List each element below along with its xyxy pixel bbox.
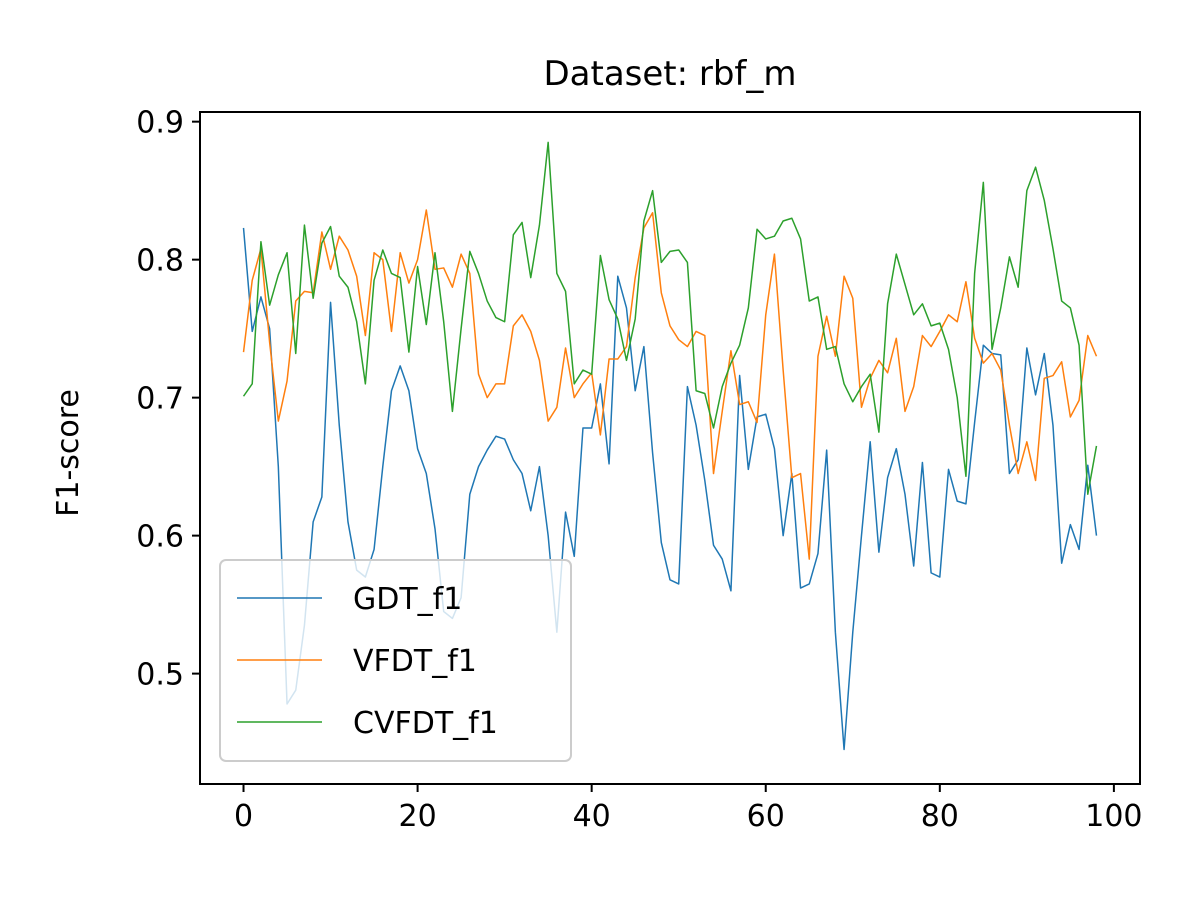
- legend: GDT_f1 VFDT_f1 CVFDT_f1: [219, 559, 572, 762]
- x-tick-label: 40: [573, 799, 611, 834]
- plot-area: [242, 141, 1098, 751]
- y-tick-label: 0.7: [136, 382, 184, 417]
- x-tick-label: 80: [921, 799, 959, 834]
- y-tick-label: 0.9: [136, 106, 184, 141]
- x-tick-label: 60: [747, 799, 785, 834]
- x-tick-label: 100: [1085, 799, 1142, 834]
- y-axis-label: F1-score: [51, 389, 86, 517]
- series-line-vfdt-f1: [242, 209, 1098, 560]
- y-tick-label: 0.6: [136, 520, 184, 555]
- chart-title: Dataset: rbf_m: [543, 54, 796, 94]
- legend-label: VFDT_f1: [353, 644, 477, 679]
- y-axis: 0.5 0.6 0.7 0.8 0.9: [136, 106, 200, 693]
- x-tick-label: 0: [234, 799, 253, 834]
- x-axis: 0 20 40 60 80 100: [234, 784, 1143, 834]
- series-line-gdt-f1: [242, 227, 1098, 751]
- series-line-cvfdt-f1: [242, 141, 1098, 495]
- legend-label: CVFDT_f1: [353, 706, 498, 741]
- y-tick-label: 0.5: [136, 658, 184, 693]
- y-tick-label: 0.8: [136, 244, 184, 279]
- legend-box: [219, 559, 572, 762]
- legend-label: GDT_f1: [353, 582, 462, 617]
- plot-frame: [199, 111, 1141, 785]
- x-tick-label: 20: [398, 799, 436, 834]
